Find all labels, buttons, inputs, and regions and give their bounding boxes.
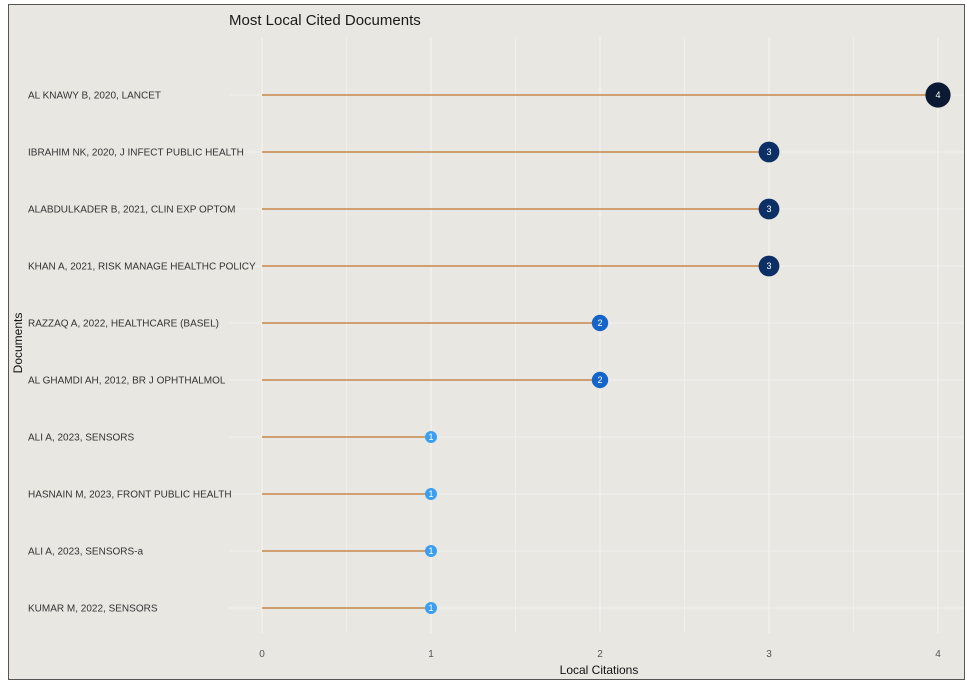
document-label: ALI A, 2023, SENSORS <box>28 433 134 444</box>
x-tick-label: 4 <box>935 649 941 660</box>
lollipop-chart: 4 3 3 3 2 2 1 1 1 1 AL KNAWY B, 2020, LANCET IBRAH… <box>11 12 964 677</box>
grid-lines <box>229 37 964 633</box>
chart-panel: 4 3 3 3 2 2 1 1 1 1 AL KNAWY B, 2020, LANCET IBRAH… <box>8 4 965 680</box>
document-label: ALI A, 2023, SENSORS-a <box>28 547 143 558</box>
chart-title: Most Local Cited Documents <box>229 12 421 29</box>
lollipop-point <box>425 431 437 443</box>
stems <box>262 94 938 609</box>
document-label: IBRAHIM NK, 2020, J INFECT PUBLIC HEALTH <box>28 148 244 159</box>
document-label: KUMAR M, 2022, SENSORS <box>28 604 158 615</box>
lollipop-point <box>758 255 780 277</box>
value-label: 1 <box>428 432 433 442</box>
document-label: ALABDULKADER B, 2021, CLIN EXP OPTOM <box>28 205 236 216</box>
x-ticks: 0 1 2 3 4 <box>259 649 941 660</box>
x-axis-title: Local Citations <box>560 663 639 677</box>
x-tick-label: 0 <box>259 649 265 660</box>
y-axis-title: Documents <box>11 313 25 374</box>
document-label: AL KNAWY B, 2020, LANCET <box>28 91 161 102</box>
lollipop-point <box>425 488 437 500</box>
lollipop-point <box>591 314 609 332</box>
lollipop-point <box>758 141 780 163</box>
document-label: KHAN A, 2021, RISK MANAGE HEALTHC POLICY <box>28 262 256 273</box>
document-label: RAZZAQ A, 2022, HEALTHCARE (BASEL) <box>28 319 219 330</box>
value-label: 1 <box>428 603 433 613</box>
document-label: HASNAIN M, 2023, FRONT PUBLIC HEALTH <box>28 490 232 501</box>
lollipop-point <box>425 545 437 557</box>
lollipop-point <box>425 602 437 614</box>
value-label: 2 <box>597 318 602 328</box>
lollipop-point <box>591 371 609 389</box>
value-label: 4 <box>935 90 940 100</box>
value-label: 3 <box>766 261 771 271</box>
x-tick-label: 2 <box>597 649 603 660</box>
value-label: 1 <box>428 489 433 499</box>
points: 4 3 3 3 2 2 1 1 1 1 <box>425 82 951 614</box>
document-label: AL GHAMDI AH, 2012, BR J OPHTHALMOL <box>28 376 226 387</box>
value-label: 1 <box>428 546 433 556</box>
lollipop-point <box>925 82 951 108</box>
lollipop-point <box>758 198 780 220</box>
x-tick-label: 3 <box>766 649 772 660</box>
value-label: 3 <box>766 147 771 157</box>
category-labels: AL KNAWY B, 2020, LANCET IBRAHIM NK, 2020… <box>28 91 256 615</box>
x-tick-label: 1 <box>428 649 434 660</box>
value-label: 2 <box>597 375 602 385</box>
value-label: 3 <box>766 204 771 214</box>
